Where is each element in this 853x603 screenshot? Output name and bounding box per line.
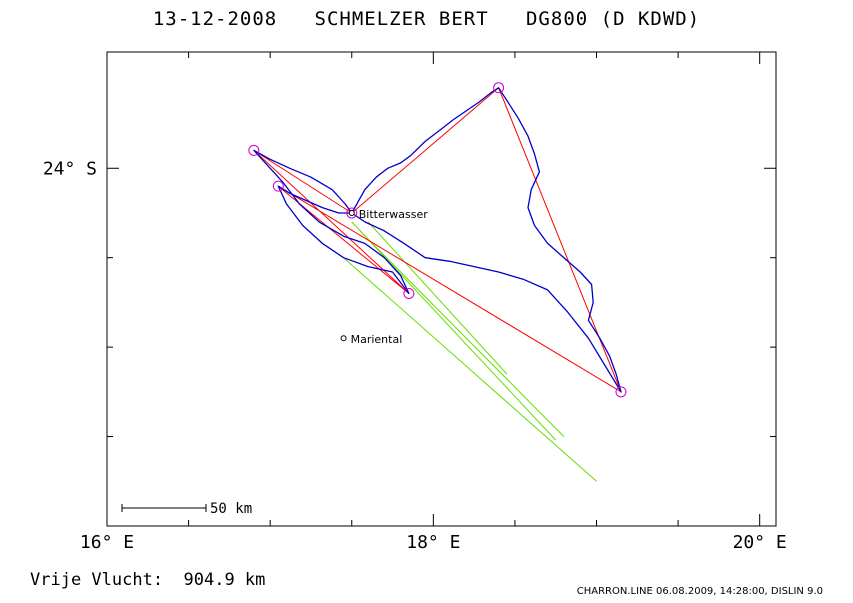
task-line [253,86,623,393]
engine-line [367,221,508,375]
axis-ticks [106,52,776,526]
flight-track [253,87,622,393]
x-tick-label: 18° E [406,532,460,553]
place-marker [340,335,347,342]
place-markers: Bitterwasser Mariental [340,208,428,346]
engine-lines [343,221,597,482]
engine-line [343,257,597,482]
turnpoint-marker [248,144,260,156]
x-tick-label: 16° E [80,532,134,553]
turnpoint-marker [493,82,505,94]
x-tick-label: 20° E [733,532,787,553]
scale-bar: 50 km [121,501,252,517]
turnpoint-marker [346,207,358,219]
credit-line: CHARRON.LINE 06.08.2009, 14:28:00, DISLI… [576,586,823,597]
turnpoint-marker [403,287,415,299]
map-frame [106,51,777,527]
turnpoint-markers [248,82,627,398]
flight-title: 13-12-2008 SCHMELZER BERT DG800 (D KDWD) [152,8,701,30]
turnpoint-marker [272,180,284,192]
engine-line [351,221,557,441]
turnpoint-marker [615,386,627,398]
task-lines [253,86,623,393]
place-label: Mariental [351,333,403,346]
y-tick-label: 24° S [43,158,97,179]
place-label: Bitterwasser [359,208,428,221]
axis-labels: 16° E 18° E 20° E 24° S [43,158,787,553]
distance-readout: Vrije Vlucht: 904.9 km [30,570,266,590]
place-marker [348,209,355,216]
track-line [253,87,622,393]
scale-bar-label: 50 km [210,501,252,517]
engine-line [359,230,565,437]
